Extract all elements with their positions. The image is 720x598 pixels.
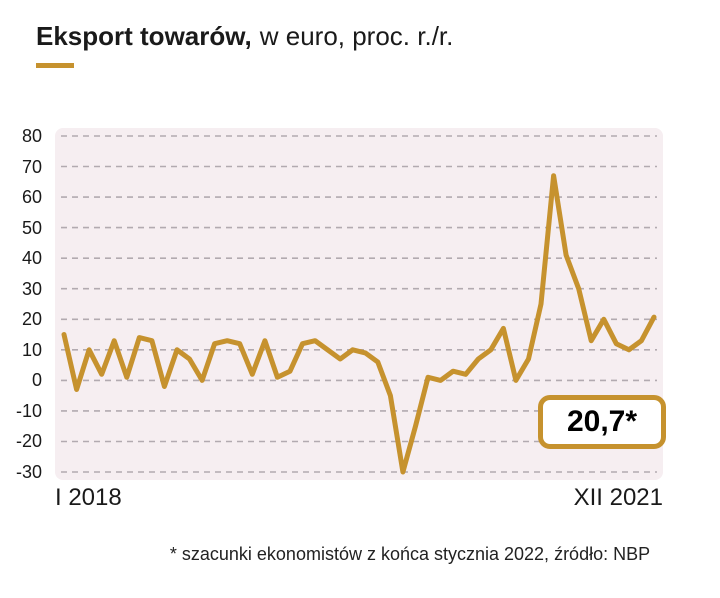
y-tick-label: 70 — [21, 157, 42, 177]
y-tick-label: -30 — [15, 462, 42, 482]
y-tick-label: 10 — [21, 340, 42, 360]
y-tick-label: -20 — [15, 431, 42, 451]
page-title-regular: w euro, proc. r./r. — [259, 21, 454, 51]
value-callout: 20,7* — [538, 395, 666, 449]
x-axis-end-label: XII 2021 — [573, 484, 663, 511]
value-callout-text: 20,7* — [566, 405, 638, 438]
title-accent-dash — [36, 63, 74, 68]
y-tick-label: 0 — [31, 370, 42, 390]
footnote: * szacunki ekonomistów z końca stycznia … — [169, 544, 651, 564]
y-tick-label: -10 — [15, 401, 42, 421]
chart-plot-area: 20,7* — [55, 128, 666, 480]
y-tick-label: 30 — [21, 279, 42, 299]
page-title: Eksport towarów, w euro, proc. r./r. — [36, 20, 453, 52]
y-tick-label: 60 — [21, 187, 42, 207]
y-tick-label: 40 — [21, 248, 42, 268]
y-tick-label: 80 — [21, 126, 42, 146]
x-axis-labels: I 2018 XII 2021 — [55, 484, 663, 514]
y-axis-tick-labels: 80 70 60 50 40 30 20 10 0 -10 -20 -30 — [0, 126, 47, 482]
y-tick-label: 50 — [21, 218, 42, 238]
x-axis-start-label: I 2018 — [55, 484, 122, 511]
page-title-bold: Eksport towarów, — [36, 21, 252, 51]
y-tick-label: 20 — [21, 309, 42, 329]
line-chart-svg — [61, 135, 657, 475]
data-line — [61, 173, 657, 475]
